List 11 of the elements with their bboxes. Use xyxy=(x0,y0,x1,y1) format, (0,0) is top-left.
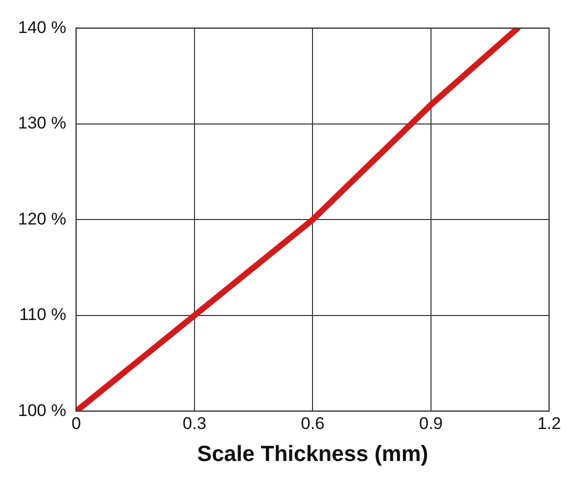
x-tick-label: 0.3 xyxy=(182,414,206,434)
y-tick-label: 140 % xyxy=(18,18,66,37)
y-tick-label: 110 % xyxy=(19,305,66,324)
y-tick-label: 130 % xyxy=(18,114,66,133)
x-tick-label: 1.2 xyxy=(537,414,562,434)
x-tick-label: 0.6 xyxy=(300,414,325,434)
y-tick-label: 100 % xyxy=(18,400,66,420)
x-axis-title: Scale Thickness (mm) xyxy=(197,440,428,466)
y-tick-label: 120 % xyxy=(18,209,66,228)
x-tick-label: 0 xyxy=(71,414,81,434)
x-tick-label: 0.9 xyxy=(419,414,443,434)
